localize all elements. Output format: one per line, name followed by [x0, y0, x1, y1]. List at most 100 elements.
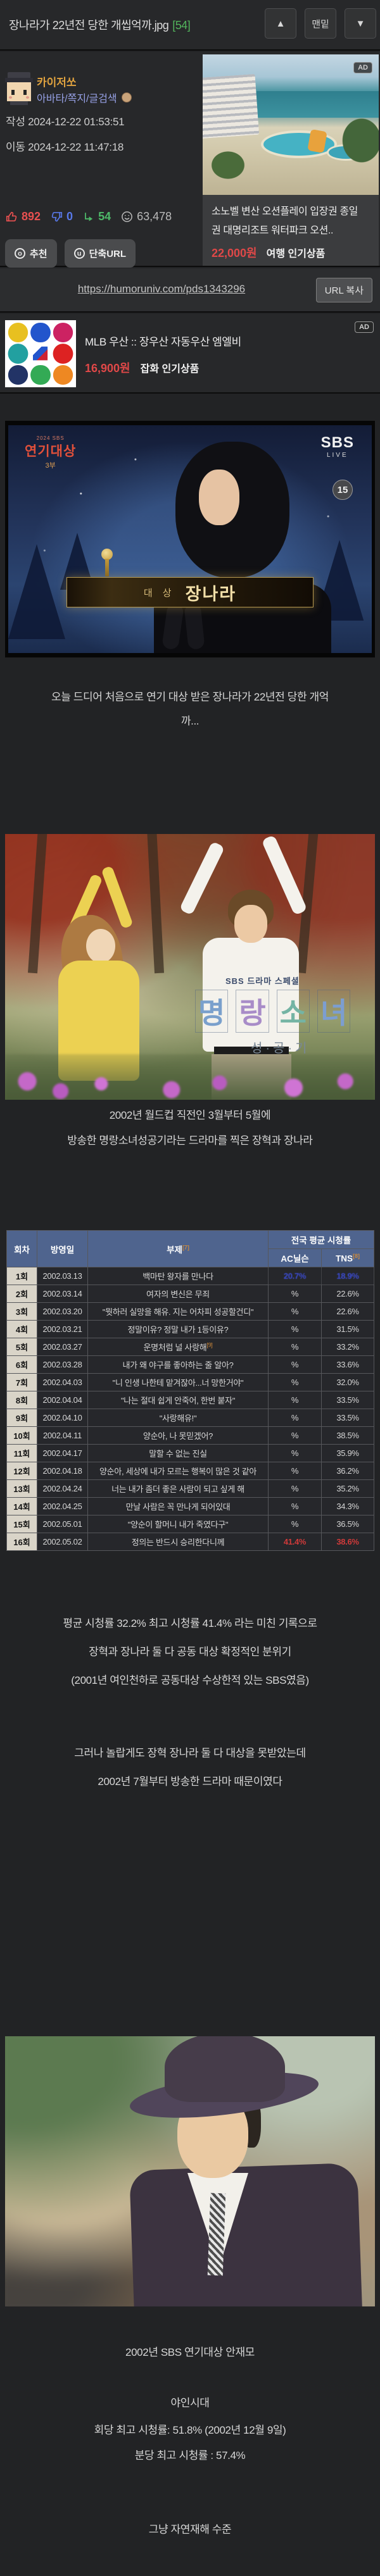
- rating-link[interactable]: 18.9%: [320, 1267, 375, 1285]
- outro-line-2: 야인시대: [170, 2397, 210, 2409]
- caption-line: 2002년 월드컵 직전인 3월부터 5월에: [109, 1109, 271, 1121]
- resort-ad-category: 여행 인기상품: [266, 249, 326, 259]
- umbrella-shape: [8, 364, 29, 385]
- moved-row: 이동 2024-12-22 11:47:18: [6, 138, 124, 154]
- ad-badge: AD: [355, 321, 374, 333]
- col-header-episode: 회차: [6, 1230, 37, 1267]
- reply-count: 54: [98, 210, 111, 223]
- short-url-button[interactable]: u 단축URL: [64, 239, 136, 268]
- col-header-subtitle: 부제[7]: [87, 1230, 269, 1267]
- live-label: LIVE: [326, 452, 348, 459]
- outro-line-4: 분당 최고 시청률 : 57.4%: [134, 2449, 246, 2461]
- avatar-hat: [8, 72, 30, 78]
- channel-logo: SBS LIVE: [321, 434, 354, 459]
- ratings-table: 회차 방영일 부제[7] 전국 평균 시청률 AC닐슨 TNS[8] 1회 200…: [6, 1230, 375, 1551]
- greenery-shape: [339, 115, 379, 166]
- umbrella-shape: [8, 344, 29, 364]
- poster-brand-text: SBS 드라마 스페셜: [225, 976, 300, 986]
- moved-timestamp: 2024-12-22 11:47:18: [28, 141, 124, 153]
- person-face-shape: [199, 470, 240, 525]
- thumbs-up-icon: [6, 211, 17, 221]
- girl-face-shape: [86, 929, 115, 963]
- show-logo-part: 3부: [45, 462, 56, 470]
- reply-icon: [85, 212, 93, 221]
- table-row: 12회 2002.04.18 양순아, 세상에 내가 모르는 행복이 많은 것 같아…: [6, 1462, 375, 1480]
- caption-paragraph-1: 오늘 드디어 처음으로 연기 대상 받은 장나라가 22년전 당한 개억 까..…: [0, 685, 380, 733]
- resort-ad-title[interactable]: 소노벨 변산 오션플레이 입장권 종일 권 대명리조트 워터파크 오션..: [212, 202, 358, 240]
- like-stat: 892: [6, 210, 41, 223]
- caption-paragraph-4: 그러나 놀랍게도 장혁 장나라 둘 다 대상을 못받았는데 2002년 7월부터…: [0, 1739, 380, 1796]
- resort-ad[interactable]: AD 소노벨 변산 오션플레이 입장권 종일 권 대명리조트 워터파크 오션.. …: [203, 54, 379, 266]
- footnote-link[interactable]: [7]: [182, 1244, 189, 1250]
- actor-photo: [5, 2036, 375, 2306]
- mlb-ad-price: 16,900원: [85, 362, 130, 375]
- mlb-ad-category: 잡화 인기상품: [140, 364, 200, 375]
- created-row: 작성 2024-12-22 01:53:51: [6, 113, 125, 128]
- mlb-ad[interactable]: AD MLB 우산 :: 장우산 자동우산 엠엘비 16,900원 잡화 인기상…: [0, 314, 380, 394]
- post-info-section: 카이저쏘 아바타/쪽지/글검색 작성 2024-12-22 01:53:51 이…: [0, 52, 380, 268]
- table-header-row: 회차 방영일 부제[7] 전국 평균 시청률: [6, 1230, 375, 1267]
- fedora-crown-shape: [165, 2036, 285, 2102]
- table-row: 5회 2002.03.27 운명처럼 널 사랑해[9]% 33.2%: [6, 1338, 375, 1356]
- umbrella-shape: [30, 364, 51, 385]
- mlb-ad-title[interactable]: MLB 우산 :: 장우산 자동우산 엠엘비: [85, 336, 241, 348]
- hotel-building-shape: [203, 73, 260, 139]
- user-avatar[interactable]: [5, 72, 33, 105]
- flower-bed-shape: [5, 1054, 375, 1100]
- like-count: 892: [22, 210, 41, 223]
- views-count: 63,478: [137, 210, 172, 223]
- url-bar: https://humoruniv.com/pds1343296 URL 복사: [0, 268, 380, 313]
- award-banner: 대 상 장나라: [66, 549, 314, 607]
- avatar-cheek: [9, 96, 12, 99]
- resort-ad-title-line1: 소노벨 변산 오션플레이 입장권 종일: [212, 206, 358, 217]
- umbrella-shape: [52, 364, 73, 385]
- poster-subtitle: 성·공·기: [251, 1042, 310, 1055]
- table-row: 6회 2002.03.28 내가 왜 야구를 좋아하는 줄 알아?% 33.6%: [6, 1355, 375, 1374]
- comment-count: [54]: [172, 19, 191, 32]
- rating-link[interactable]: 20.7%: [268, 1267, 322, 1285]
- man-shirt-shape: [203, 938, 299, 1052]
- award-photo: 2024 SBS 연기대상 3부 SBS LIVE 15 대 상 장나라: [5, 421, 375, 657]
- post-action-buttons: o 추천 u 단축URL: [5, 239, 136, 268]
- footnote-link[interactable]: [9]: [206, 1341, 213, 1348]
- post-url-link[interactable]: https://humoruniv.com/pds1343296: [77, 283, 246, 295]
- resort-ad-image: AD: [203, 54, 379, 195]
- avatar-hat-brim: [5, 78, 33, 82]
- actor-tie-shape: [207, 2193, 226, 2276]
- caption-line: (2001년 여인천하로 공동대상 수상한적 있는 SBS였음): [71, 1674, 309, 1686]
- avatar-eye: [23, 90, 27, 95]
- caption-line: 평균 시청률 32.2% 최고 시청률 41.4% 라는 미친 기록으로: [63, 1617, 317, 1629]
- moved-label: 이동: [6, 141, 25, 153]
- award-banner-name: 장나라: [185, 584, 237, 604]
- mlb-logo-shape: [33, 347, 48, 361]
- created-timestamp: 2024-12-22 01:53:51: [28, 116, 125, 128]
- table-row: 13회 2002.04.24 너는 내가 좀더 좋은 사람이 되고 싶게 해% 35.…: [6, 1479, 375, 1498]
- reply-stat: 54: [83, 210, 111, 223]
- table-row: 11회 2002.04.17 말할 수 없는 진실% 35.9%: [6, 1444, 375, 1462]
- username[interactable]: 카이저쏘: [37, 77, 77, 89]
- avatar-cheek: [26, 96, 29, 99]
- smiley-views-icon: [122, 211, 132, 222]
- scroll-up-button[interactable]: ▲: [265, 8, 296, 39]
- scroll-bottom-button[interactable]: 맨밑: [305, 8, 336, 39]
- post-title-text: 장나라가 22년전 당한 개씹억까.jpg: [9, 19, 169, 32]
- profile-links-text[interactable]: 아바타/쪽지/글검색: [37, 94, 117, 104]
- man-belt-shape: [214, 1047, 289, 1055]
- col-header-date: 방영일: [37, 1230, 88, 1267]
- drama-poster-photo: SBS 드라마 스페셜 명 랑 소 녀 성·공·기: [5, 834, 375, 1100]
- recommend-label: 추천: [30, 249, 48, 259]
- show-logo-title: 연기대상: [25, 444, 77, 459]
- ad-badge: AD: [353, 62, 372, 73]
- profile-links[interactable]: 아바타/쪽지/글검색: [37, 90, 132, 105]
- poster-title-char: 녀: [317, 990, 351, 1033]
- outro-line-1: 2002년 SBS 연기대상 안재모: [125, 2346, 255, 2358]
- footnote-link[interactable]: [8]: [353, 1252, 360, 1259]
- avatar-eye: [11, 90, 15, 95]
- scroll-down-button[interactable]: ▼: [345, 8, 376, 39]
- vote-stats-row: 892 0 54 63,478: [6, 210, 172, 223]
- recommend-button[interactable]: o 추천: [5, 239, 57, 268]
- url-copy-button[interactable]: URL 복사: [315, 278, 372, 302]
- caption-line: 그러나 놀랍게도 장혁 장나라 둘 다 대상을 못받았는데: [74, 1747, 306, 1759]
- table-row: 15회 2002.05.01 "양순이 할머니 내가 죽였다구"% 36.5%: [6, 1515, 375, 1533]
